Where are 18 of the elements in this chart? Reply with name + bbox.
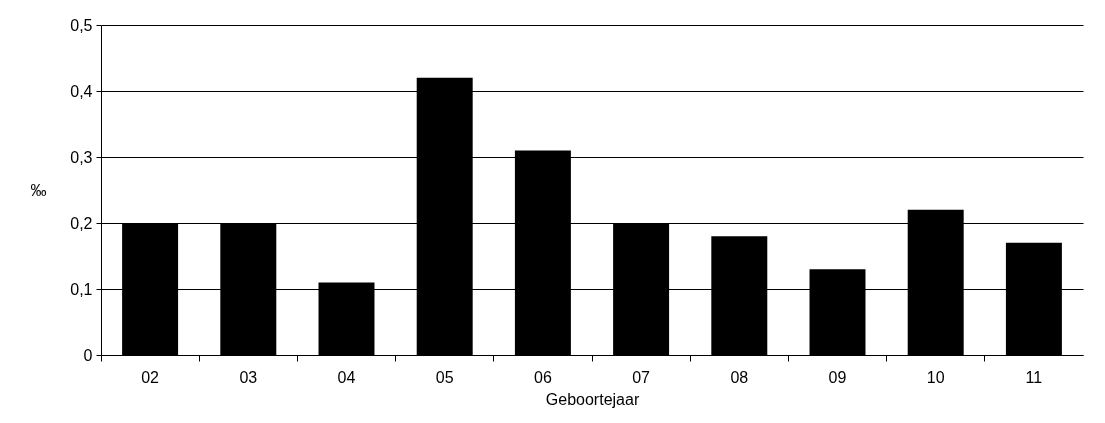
x-tick-label: 05 — [435, 368, 454, 386]
y-tick-label: 0,3 — [70, 148, 93, 166]
y-tick-label: 0,5 — [70, 16, 93, 34]
x-tick-label: 11 — [1025, 368, 1043, 386]
x-tick-label: 02 — [141, 368, 160, 386]
x-tick-label: 10 — [926, 368, 945, 386]
x-axis-title: Geboortejaar — [545, 390, 640, 408]
x-tick-label: 07 — [632, 368, 651, 386]
y-tick-label: 0 — [83, 346, 93, 364]
x-tick-label: 03 — [239, 368, 258, 386]
y-tick-label: 0,4 — [70, 82, 93, 100]
y-tick-label: 0,1 — [70, 280, 93, 298]
x-tick-label: 09 — [828, 368, 847, 386]
x-tick-label: 08 — [730, 368, 749, 386]
x-tick-label: 04 — [337, 368, 356, 386]
y-tick-label: 0,2 — [70, 214, 93, 232]
y-axis-title: ‰ — [30, 181, 47, 199]
x-tick-label: 06 — [534, 368, 552, 386]
